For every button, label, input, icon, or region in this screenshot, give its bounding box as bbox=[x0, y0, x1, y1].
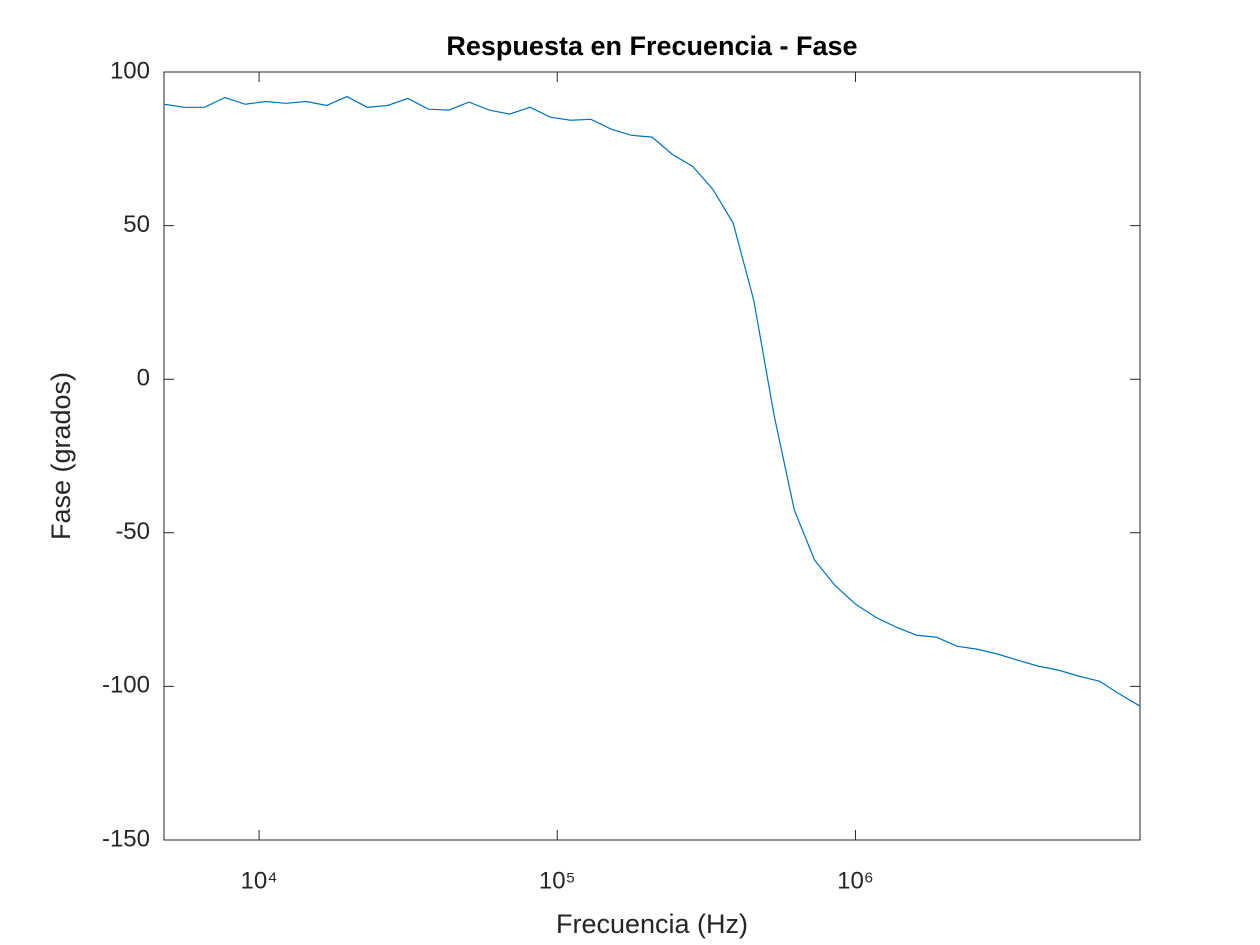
x-tick-label: 10⁵ bbox=[539, 867, 576, 894]
y-tick-label: -150 bbox=[102, 825, 150, 852]
y-tick-label: 0 bbox=[137, 365, 150, 392]
y-axis-label: Fase (grados) bbox=[46, 372, 76, 540]
y-tick-label: -50 bbox=[115, 518, 150, 545]
chart-title: Respuesta en Frecuencia - Fase bbox=[446, 31, 857, 61]
x-tick-label: 10⁶ bbox=[837, 867, 874, 894]
y-tick-label: 50 bbox=[123, 211, 150, 238]
x-tick-label: 10⁴ bbox=[241, 867, 278, 894]
y-tick-label: 100 bbox=[110, 57, 150, 84]
x-axis-label: Frecuencia (Hz) bbox=[556, 909, 748, 939]
plot-box bbox=[163, 71, 1141, 841]
y-tick-label: -100 bbox=[102, 672, 150, 699]
data-line bbox=[163, 95, 1141, 707]
